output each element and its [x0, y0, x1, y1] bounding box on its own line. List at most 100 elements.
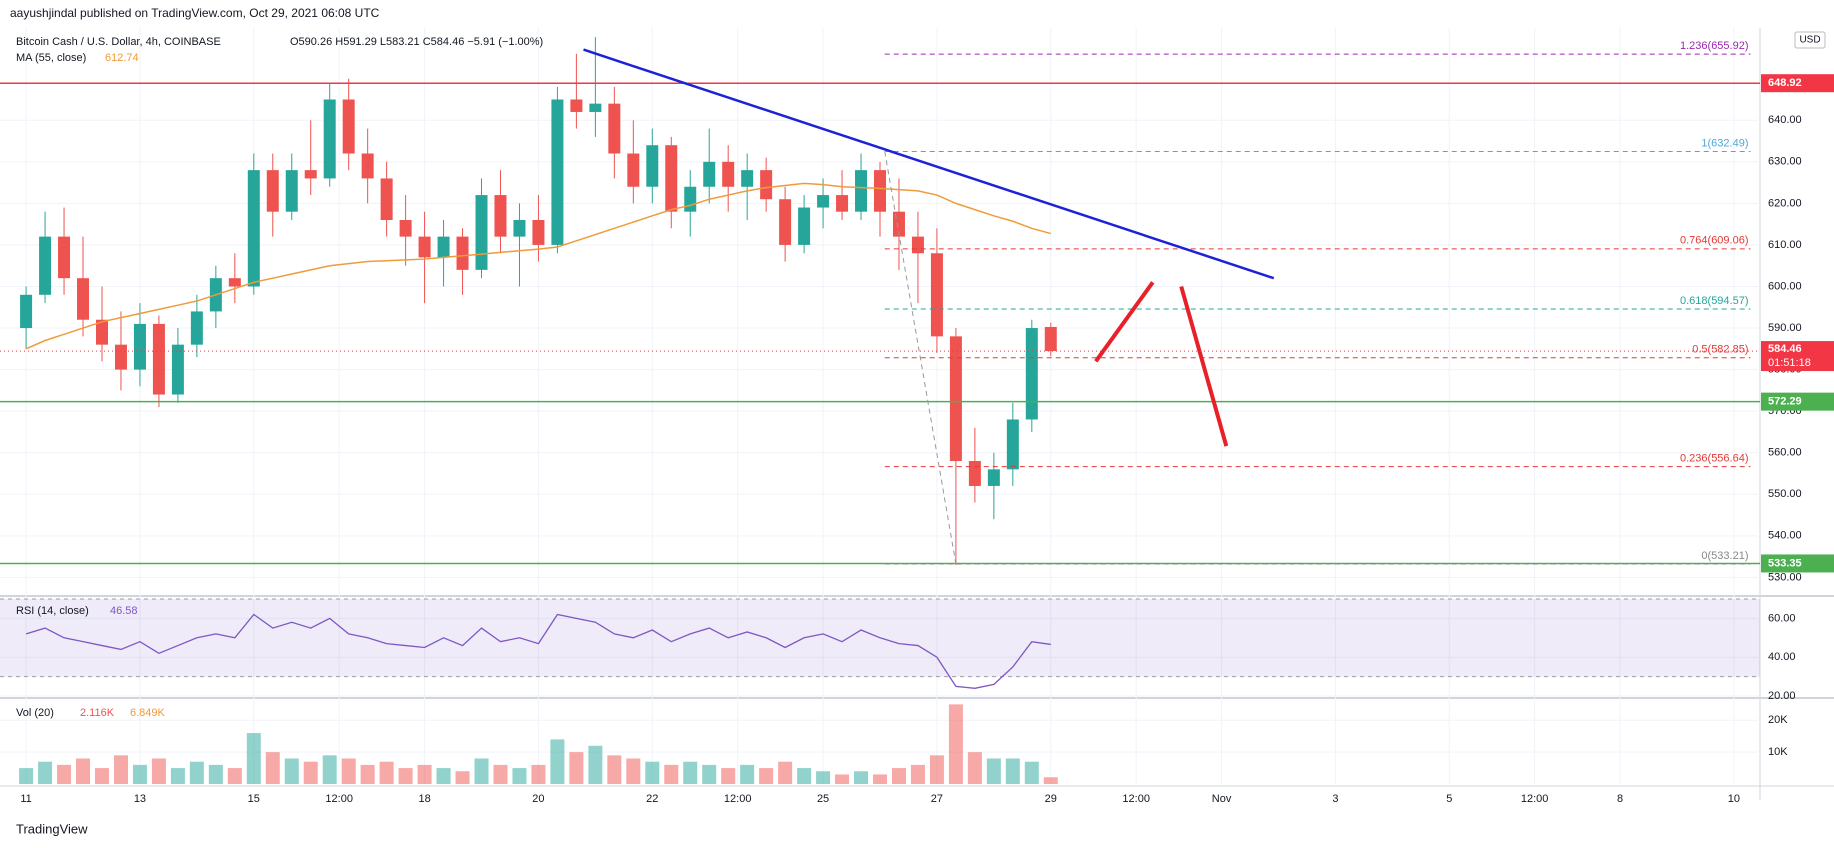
candle-body: [77, 278, 90, 320]
volume-bar: [835, 774, 850, 784]
candle-body: [911, 236, 924, 254]
volume-bar: [189, 761, 204, 784]
candle-body: [171, 344, 184, 395]
candle-body: [342, 99, 355, 154]
footer-brand: TradingView: [16, 821, 88, 836]
candle-body: [95, 319, 108, 345]
volume-bar: [1005, 758, 1020, 784]
candle-body: [874, 170, 886, 212]
currency: USD: [1799, 35, 1820, 46]
candle-body: [418, 236, 431, 258]
candle-body: [399, 220, 412, 237]
candle-body: [133, 323, 146, 370]
candle-body: [266, 170, 279, 212]
candle-body: [930, 253, 943, 337]
candle-body: [855, 170, 868, 212]
candle-body: [114, 344, 127, 370]
candle-body: [1006, 419, 1019, 470]
volume-bar: [759, 768, 774, 784]
volume-bar: [967, 752, 982, 784]
volume-bar: [948, 704, 963, 784]
fib-label: 0.764(609.06): [1680, 235, 1749, 247]
volume-bar: [246, 733, 261, 784]
volume-bar: [891, 768, 906, 784]
volume-bar: [531, 764, 546, 784]
projection-arrow: [1094, 281, 1155, 363]
x-tick-label: Nov: [1212, 793, 1232, 805]
volume-bar: [1024, 761, 1039, 784]
x-tick-label: 11: [20, 793, 31, 805]
last-price-timer: 01:51:18: [1768, 357, 1811, 369]
candle-body: [722, 161, 735, 187]
x-tick-label: 5: [1446, 793, 1452, 805]
volume-bar: [816, 771, 831, 784]
candle-body: [456, 236, 469, 270]
volume-bar: [664, 764, 679, 784]
y-tick-label: 600.00: [1768, 280, 1802, 292]
x-tick-label: 15: [248, 793, 260, 805]
x-tick-label: 18: [418, 793, 430, 805]
x-tick-label: 25: [817, 793, 829, 805]
x-tick-label: 20: [532, 793, 544, 805]
volume-bar: [588, 745, 603, 784]
candle-body: [190, 311, 203, 345]
volume-bar: [626, 758, 641, 784]
y-tick-label: 40.00: [1768, 651, 1796, 663]
volume-bar: [38, 761, 53, 784]
fib-label: 0.236(556.64): [1680, 453, 1749, 465]
candle-body: [20, 294, 33, 329]
candle-body: [570, 99, 583, 112]
x-tick-label: 13: [134, 793, 146, 805]
candle-body: [551, 99, 564, 245]
ma-legend-value: 612.74: [105, 52, 139, 64]
candle-body: [779, 199, 792, 245]
volume-bar: [702, 764, 717, 784]
volume-bar: [417, 764, 432, 784]
candle-body: [380, 178, 393, 220]
volume-bar: [683, 761, 698, 784]
level-label: 533.35: [1768, 557, 1802, 569]
volume-bar: [550, 739, 565, 784]
x-tick-label: 8: [1617, 793, 1623, 805]
candle-body: [589, 103, 602, 112]
level-label: 572.29: [1768, 396, 1802, 408]
volume-bar: [873, 774, 887, 784]
candle-body: [285, 170, 298, 212]
volume-bar: [910, 764, 925, 784]
volume-bar: [474, 758, 489, 784]
rsi-line: [25, 613, 1051, 689]
moving-average: [25, 182, 1051, 350]
volume-bar: [740, 764, 755, 784]
volume-bar: [398, 768, 413, 784]
volume-bar: [436, 768, 451, 784]
candle-body: [817, 195, 830, 208]
candle-body: [437, 236, 450, 258]
volume-bar: [284, 758, 299, 784]
candle-body: [684, 186, 697, 212]
candle-body: [304, 170, 317, 179]
candle-body: [494, 195, 507, 237]
x-tick-label: 12:00: [1122, 793, 1150, 805]
vol-legend-value: 6.849K: [130, 707, 166, 719]
y-tick-label: 560.00: [1768, 447, 1802, 459]
volume-bar: [151, 758, 166, 784]
volume-bar: [493, 764, 508, 784]
fib-label: 0.5(582.85): [1692, 344, 1748, 356]
fib-diagonal: [884, 151, 957, 565]
candle-body: [475, 195, 488, 270]
volume-bar: [778, 761, 793, 784]
last-price-box: [1761, 341, 1834, 372]
ma-legend: MA (55, close): [16, 52, 86, 64]
volume-bar: [322, 755, 337, 784]
volume-bar: [721, 768, 736, 784]
y-tick-label: 610.00: [1768, 239, 1802, 251]
fib-label: 0.618(594.57): [1680, 295, 1749, 307]
volume-bar: [360, 764, 375, 784]
volume-bar: [57, 764, 72, 784]
y-tick-label: 630.00: [1768, 156, 1802, 168]
candle-body: [987, 469, 1000, 486]
volume-bar: [132, 764, 147, 784]
volume-bar: [1043, 777, 1058, 784]
